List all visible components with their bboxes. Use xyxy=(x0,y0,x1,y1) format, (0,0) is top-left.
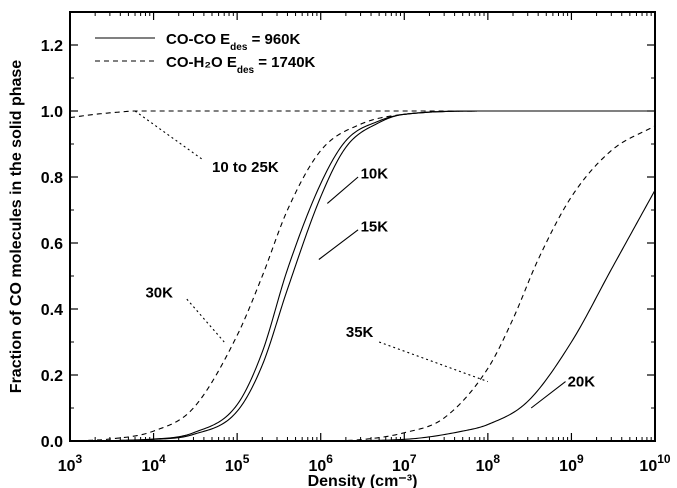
annotation-leader xyxy=(186,298,225,343)
x-tick-label: 107 xyxy=(392,452,417,475)
series-line-5 xyxy=(69,110,655,442)
y-tick-label: 0.6 xyxy=(41,236,63,253)
tick-labels: 103 104 105 106 107 108 109 1010 0.0 0.2 0.4 0.6 0.8… xyxy=(41,38,671,475)
x-tick-label: 104 xyxy=(141,452,166,475)
annotation-leader xyxy=(134,110,205,161)
y-axis-label: Fraction of CO molecules in the solid ph… xyxy=(8,60,25,393)
annotation-labels: 10 to 25K 30K 10K 15K 35K 20K xyxy=(145,159,595,391)
axis-ticks xyxy=(69,12,656,442)
series-line-1 xyxy=(69,110,655,119)
annotation-label: 35K xyxy=(346,324,374,341)
annotation-leader xyxy=(326,176,359,204)
y-tick-label: 0.0 xyxy=(41,434,63,451)
annotation-label: 30K xyxy=(145,285,173,302)
x-tick-label: 105 xyxy=(225,452,250,475)
annotation-label: 15K xyxy=(361,219,389,236)
x-tick-label: 106 xyxy=(308,452,333,475)
series-line-4 xyxy=(69,110,655,442)
y-tick-label: 0.8 xyxy=(41,170,63,187)
y-tick-label: 0.2 xyxy=(41,368,63,385)
series-line-3 xyxy=(320,125,656,442)
x-tick-label: 103 xyxy=(58,452,83,475)
legend-label: CO-H₂O Edes = 1740K xyxy=(166,54,316,76)
annotation-lines xyxy=(134,110,566,409)
plot-lines xyxy=(69,110,656,442)
series-line-6 xyxy=(320,189,656,442)
x-tick-label: 1010 xyxy=(639,452,670,475)
legend-label: CO-CO Edes = 960K xyxy=(166,31,301,53)
annotation-label: 20K xyxy=(568,374,596,391)
plot-frame xyxy=(69,11,656,442)
x-tick-label: 108 xyxy=(476,452,501,475)
annotation-leader xyxy=(318,229,359,260)
annotation-leader xyxy=(378,341,489,383)
y-tick-label: 1.0 xyxy=(41,104,63,121)
series-line-2 xyxy=(69,110,655,442)
x-tick-label: 109 xyxy=(559,452,584,475)
x-axis-label: Density (cm⁻³) xyxy=(308,473,418,488)
annotation-label: 10K xyxy=(361,166,389,183)
annotation-leader xyxy=(530,381,566,409)
annotation-label: 10 to 25K xyxy=(212,159,279,176)
y-tick-label: 1.2 xyxy=(41,38,63,55)
y-tick-label: 0.4 xyxy=(41,302,63,319)
